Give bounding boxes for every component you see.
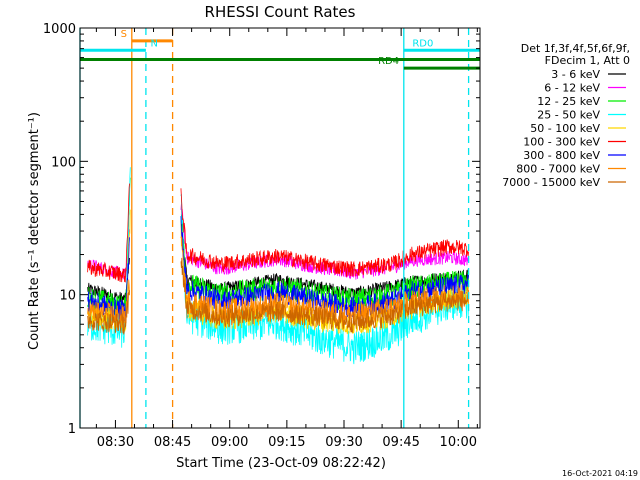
series-trace-9-part-2 — [180, 257, 469, 333]
y-tick-label: 1 — [68, 422, 76, 437]
x-tick-label: 08:45 — [154, 435, 191, 450]
legend-entry-label: 25 - 50 keV — [537, 109, 600, 122]
series-trace-7-part-2 — [180, 216, 469, 318]
legend-entry-label: 800 - 7000 keV — [516, 163, 600, 176]
plot-frame — [79, 27, 481, 429]
flag-label-n: N — [151, 38, 158, 49]
legend-entry-label: 12 - 25 keV — [537, 95, 600, 108]
y-tick-label: 10 — [59, 289, 76, 304]
legend-entry-label: 6 - 12 keV — [544, 82, 600, 95]
x-tick-label: 09:30 — [325, 435, 362, 450]
chart-title: RHESSI Count Rates — [205, 3, 356, 21]
flag-label-rd4: RD4 — [378, 56, 399, 67]
series-trace-6-part-2 — [180, 188, 469, 278]
y-tick-label: 100 — [51, 155, 76, 170]
legend-entry-label: 50 - 100 keV — [530, 122, 600, 135]
legend-entry-label: 3 - 6 keV — [551, 68, 600, 81]
series-trace-4-part-2 — [180, 193, 469, 365]
legend-header-line-1: Det 1f,3f,4f,5f,6f,9f, — [521, 42, 630, 55]
series-trace-9-part-1 — [87, 290, 130, 335]
legend-entry-label: 100 - 300 keV — [523, 136, 600, 149]
y-axis-label: Count Rate (s⁻¹ detector segment⁻¹) — [27, 112, 42, 350]
legend-entry-label: 7000 - 15000 keV — [502, 176, 600, 189]
legend-header-line-2: FDecim 1, Att 0 — [545, 54, 630, 67]
flag-label-rd0: RD0 — [412, 38, 433, 49]
legend-entry-label: 300 - 800 keV — [523, 149, 600, 162]
x-tick-label: 09:15 — [268, 435, 305, 450]
flag-label-s: S — [121, 29, 127, 40]
series-trace-6-part-1 — [87, 183, 130, 283]
x-tick-label: 08:30 — [97, 435, 134, 450]
x-tick-label: 09:00 — [211, 435, 248, 450]
x-tick-label: 09:45 — [382, 435, 419, 450]
y-tick-label: 1000 — [43, 22, 76, 37]
footer-timestamp: 16-Oct-2021 04:19 — [562, 469, 638, 478]
x-axis-label: Start Time (23-Oct-09 08:22:42) — [176, 456, 386, 471]
x-tick-label: 10:00 — [440, 435, 477, 450]
